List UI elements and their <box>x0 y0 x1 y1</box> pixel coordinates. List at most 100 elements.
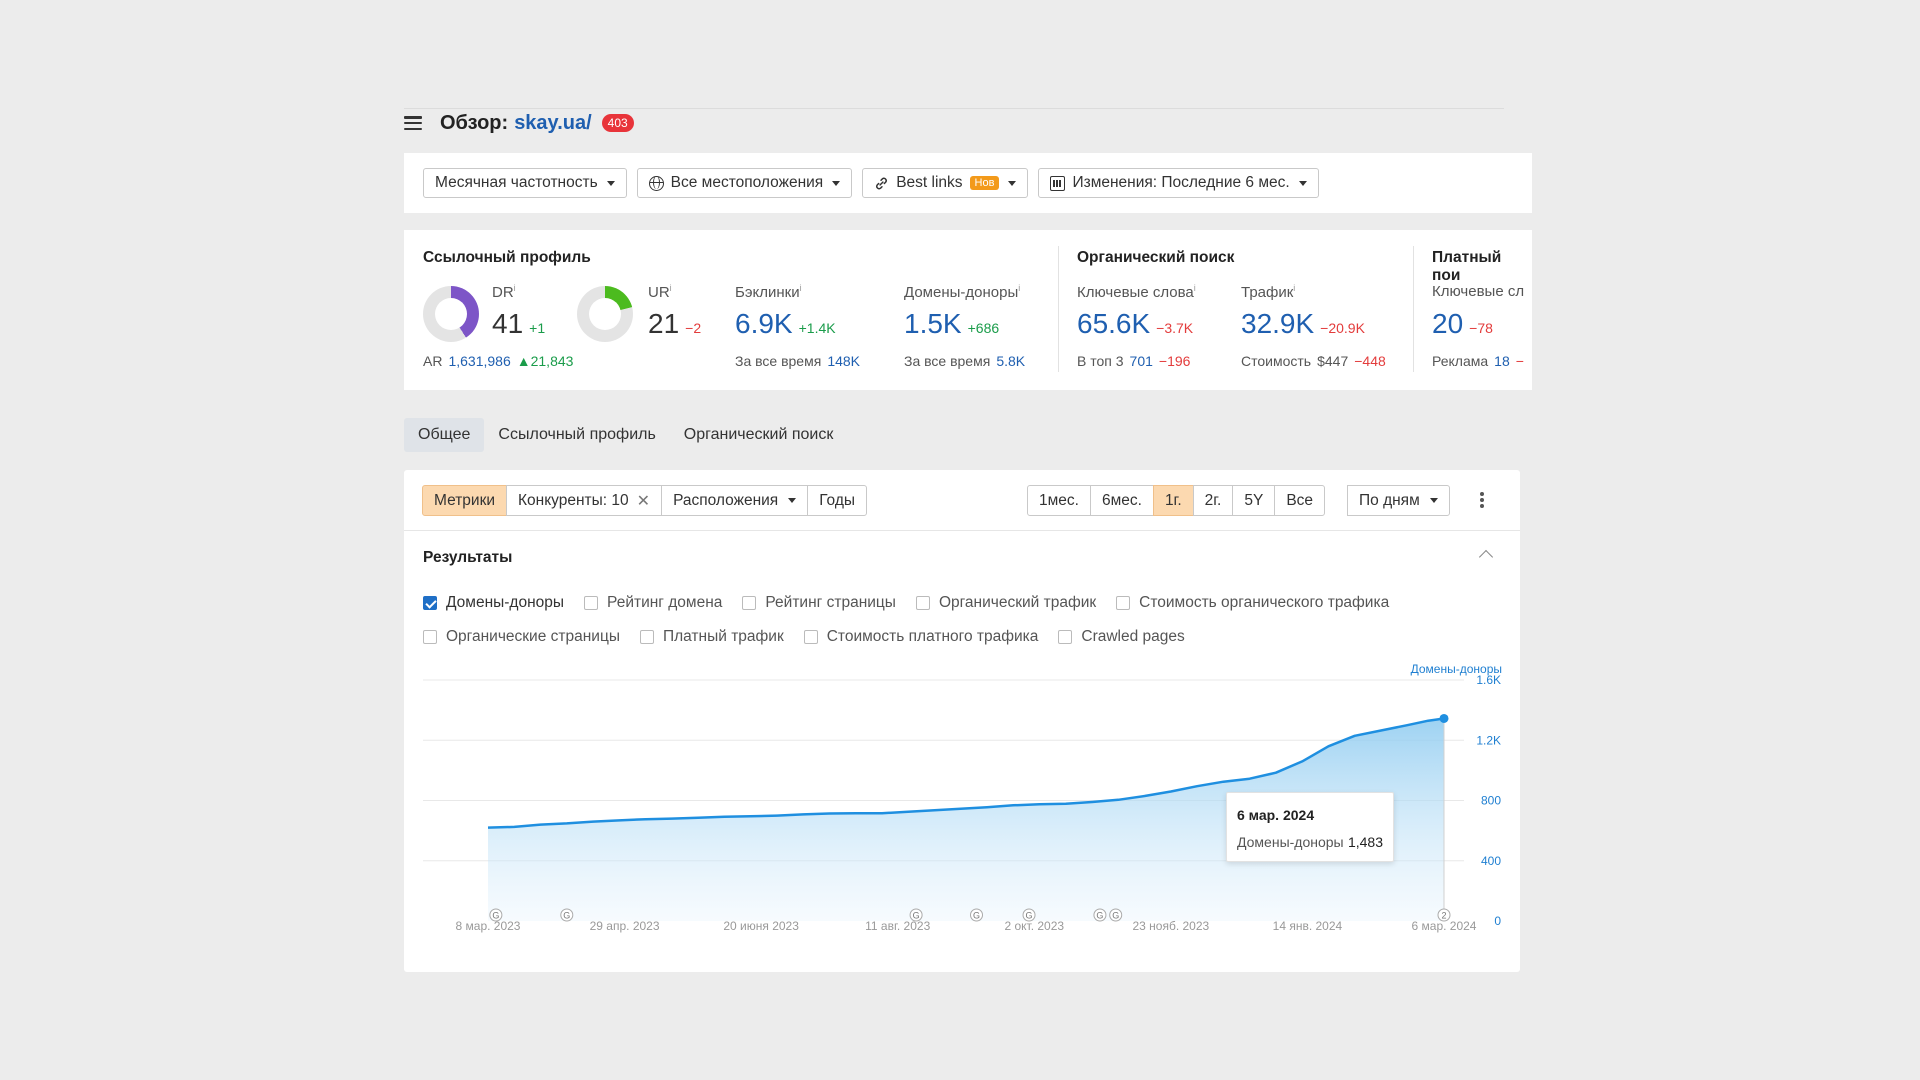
update-marker <box>909 908 923 922</box>
range-5y-button[interactable]: 5Y <box>1232 485 1276 516</box>
checkbox-paid-traffic[interactable]: Платный трафик <box>639 628 784 646</box>
chart-tooltip: 6 мар. 2024 Домены-доноры 1,483 <box>1226 792 1394 862</box>
ref-domains-value[interactable]: 1.5K +686 <box>904 308 1000 339</box>
traffic-value[interactable]: 32.9K −20.9K <box>1241 308 1365 339</box>
section-tabs: Общее Ссылочный профиль Органический пои… <box>404 418 847 452</box>
close-icon[interactable]: ✕ <box>636 492 651 510</box>
ar-value[interactable]: 1,631,986 <box>448 353 511 369</box>
checkbox-box[interactable] <box>742 596 757 610</box>
granularity-toolbar: По дням <box>1347 485 1450 516</box>
range-toolbar: 1мес. 6мес. 1г. 2г. 5Y Все <box>1027 485 1326 516</box>
section-divider <box>1058 246 1059 372</box>
chart-mode-toolbar: Метрики Конкуренты: 10 ✕ Расположения Год… <box>422 485 868 516</box>
dr-label[interactable]: DRi <box>492 283 516 301</box>
traffic-delta: −20.9K <box>1320 320 1365 336</box>
checkbox-domain-rating[interactable]: Рейтинг домена <box>584 594 722 612</box>
keywords-value[interactable]: 65.6K −3.7K <box>1077 308 1194 339</box>
changes-label: Изменения: Последние 6 мес. <box>1072 174 1290 191</box>
by-day-label: По дням <box>1359 491 1420 509</box>
ref-domains-alltime: За все время 5.8K <box>904 353 1026 369</box>
backlinks-label[interactable]: Бэклинкиi <box>735 283 802 301</box>
years-button[interactable]: Годы <box>807 485 868 516</box>
calendar-icon <box>1050 175 1066 191</box>
status-badge: 403 <box>601 114 634 132</box>
checkbox-crawled-pages[interactable]: Crawled pages <box>1058 628 1185 646</box>
organic-title: Органический поиск <box>1077 249 1235 266</box>
frequency-dropdown[interactable]: Месячная частотность <box>423 168 627 198</box>
ur-label[interactable]: URi <box>648 283 672 301</box>
checkbox-ref-domains[interactable]: Домены-доноры <box>423 594 564 612</box>
checkbox-box[interactable] <box>423 596 437 610</box>
by-day-dropdown[interactable]: По дням <box>1347 485 1450 516</box>
range-all-button[interactable]: Все <box>1274 485 1326 516</box>
update-marker <box>1109 908 1123 922</box>
update-marker-label: G <box>492 911 499 921</box>
traffic-label[interactable]: Трафикi <box>1241 283 1296 301</box>
update-marker-label: G <box>1112 911 1119 921</box>
x-tick-label: 20 июня 2023 <box>723 919 799 933</box>
link-profile-title: Ссылочный профиль <box>423 249 591 266</box>
more-options-icon[interactable] <box>1480 492 1484 508</box>
range-1m-button[interactable]: 1мес. <box>1027 485 1091 516</box>
range-2y-button[interactable]: 2г. <box>1192 485 1234 516</box>
tab-organic-search[interactable]: Органический поиск <box>683 426 834 443</box>
range-6m-button[interactable]: 6мес. <box>1089 485 1154 516</box>
best-links-dropdown[interactable]: Best links Нов <box>862 168 1029 198</box>
checkbox-paid-traffic-cost[interactable]: Стоимость платного трафика <box>803 628 1039 646</box>
toolbar-divider <box>404 530 1520 531</box>
backlinks-delta: +1.4K <box>798 320 836 336</box>
update-marker <box>1022 908 1036 922</box>
checkbox-label: Домены-доноры <box>446 594 565 611</box>
checkbox-box[interactable] <box>423 630 437 644</box>
checkbox-label: Стоимость органического трафика <box>1139 594 1390 611</box>
tab-link-profile[interactable]: Ссылочный профиль <box>498 426 656 443</box>
update-marker-label: 2 <box>1441 911 1446 921</box>
locations-dropdown[interactable]: Все местоположения <box>636 168 853 198</box>
ref-domains-label[interactable]: Домены-донорыi <box>904 283 1021 301</box>
checkbox-box[interactable] <box>584 596 599 610</box>
checkbox-organic-traffic[interactable]: Органический трафик <box>915 594 1096 612</box>
series-area <box>488 718 1444 921</box>
checkbox-organic-traffic-cost[interactable]: Стоимость органического трафика <box>1116 594 1389 612</box>
caret-down-icon <box>1008 180 1017 186</box>
ar-row: AR 1,631,986 ▲21,843 <box>423 353 574 369</box>
checkbox-label: Рейтинг страницы <box>765 594 896 611</box>
series-line <box>487 717 1445 829</box>
paid-keywords-label[interactable]: Ключевые сл <box>1432 283 1525 300</box>
hover-point <box>1439 713 1449 723</box>
traffic-cost-row: Стоимость $447 −448 <box>1241 353 1386 369</box>
ar-delta: ▲21,843 <box>516 353 574 369</box>
changes-dropdown[interactable]: Изменения: Последние 6 мес. <box>1038 168 1319 198</box>
checkbox-organic-pages[interactable]: Органические страницы <box>423 628 620 646</box>
ref-domains-chart[interactable]: 1.6K 1.2K 800 400 0 8 мар. 2023 29 апр. 2023 20… <box>404 655 1520 965</box>
menu-icon[interactable] <box>404 116 422 130</box>
filter-bar: Месячная частотность Все местоположения … <box>404 153 1532 213</box>
y-tick-label: 0 <box>1494 914 1501 928</box>
caret-down-icon <box>832 180 841 186</box>
checkbox-box[interactable] <box>1058 630 1073 644</box>
checkbox-box[interactable] <box>803 630 818 644</box>
checkbox-box[interactable] <box>915 596 930 610</box>
x-tick-label: 11 авг. 2023 <box>865 919 930 933</box>
paid-keywords-delta: −78 <box>1469 320 1493 336</box>
ads-row: Реклама 18− <box>1432 353 1524 369</box>
series-axis-label: Домены-доноры <box>1410 662 1502 676</box>
range-1y-button[interactable]: 1г. <box>1152 485 1194 516</box>
new-badge: Нов <box>969 176 1000 190</box>
paid-keywords-value[interactable]: 20 −78 <box>1432 308 1493 339</box>
keywords-label[interactable]: Ключевые словаi <box>1077 283 1196 301</box>
competitors-button[interactable]: Конкуренты: 10 ✕ <box>506 485 663 516</box>
checkbox-box[interactable] <box>639 630 654 644</box>
backlinks-value[interactable]: 6.9K +1.4K <box>735 308 836 339</box>
ref-domains-delta: +686 <box>967 320 1000 336</box>
tab-overview[interactable]: Общее <box>404 418 485 452</box>
chevron-up-icon[interactable] <box>1478 549 1494 565</box>
placements-dropdown[interactable]: Расположения <box>661 485 809 516</box>
checkbox-url-rating[interactable]: Рейтинг страницы <box>742 594 896 612</box>
checkbox-box[interactable] <box>1116 596 1131 610</box>
checkbox-label: Органические страницы <box>446 628 620 645</box>
caret-down-icon <box>1298 180 1307 186</box>
target-domain-link[interactable]: skay.ua/ <box>514 111 592 134</box>
checkbox-label: Стоимость платного трафика <box>826 628 1039 645</box>
metrics-button[interactable]: Метрики <box>422 485 508 516</box>
